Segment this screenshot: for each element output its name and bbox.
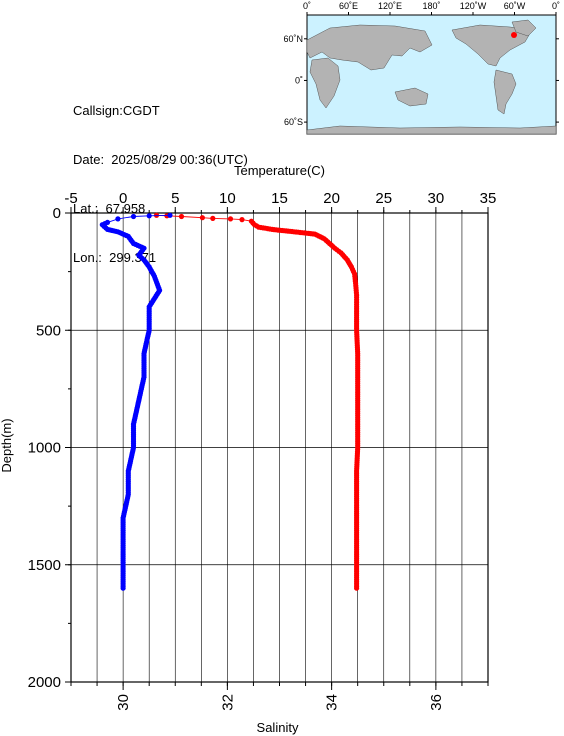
temperature-tick-label: 35 xyxy=(480,190,497,207)
depth-tick-label: 1000 xyxy=(28,440,61,457)
temperature-profile-point xyxy=(227,216,234,222)
latitude-text: Lat.: 67.958 xyxy=(73,201,146,216)
temperature-profile-point xyxy=(354,585,360,591)
salinity-profile-point xyxy=(115,216,121,222)
map-land xyxy=(306,19,557,135)
map-ticks xyxy=(304,12,559,123)
salinity-axis-title: Salinity xyxy=(257,720,299,735)
depth-axis-title: Depth(m) xyxy=(0,418,14,472)
temperature-tick-label: 25 xyxy=(375,190,392,207)
temperature-profile-point xyxy=(210,215,216,221)
temperature-tick-label: 15 xyxy=(271,190,288,207)
temperature-profile-point xyxy=(199,215,205,221)
map-lon-label: 0˚ xyxy=(552,1,560,11)
map-lat-label: 60˚N xyxy=(283,34,303,44)
temperature-tick-label: 5 xyxy=(171,190,179,207)
map-lat-label: 60˚S xyxy=(284,117,303,127)
temperature-tick-label: 10 xyxy=(219,190,236,207)
world-map: 0˚ 60˚E 120˚E 180˚ 120˚W 60˚W 0˚ 60˚N 0˚ 60˚S xyxy=(283,1,560,135)
map-lon-label: 120˚E xyxy=(378,1,402,11)
salinity-tick-label: 30 xyxy=(115,694,132,711)
salinity-tick-label: 36 xyxy=(428,694,445,711)
map-lon-label: 0˚ xyxy=(303,1,311,11)
salinity-tick-label: 34 xyxy=(324,694,341,711)
depth-tick-label: 500 xyxy=(36,322,61,339)
station-marker xyxy=(511,32,517,38)
salinity-profile-point xyxy=(167,212,173,218)
temperature-profile-point xyxy=(178,213,185,220)
date-text: Date: 2025/08/29 00:36(UTC) xyxy=(73,152,248,167)
depth-tick-label: 2000 xyxy=(28,674,61,691)
map-lon-label: 180˚ xyxy=(422,1,440,11)
temperature-profile-line xyxy=(156,214,359,589)
salinity-profile-point xyxy=(146,213,152,219)
temperature-tick-label: 30 xyxy=(428,190,445,207)
map-lon-label: 60˚E xyxy=(339,1,358,11)
salinity-tick-label: 32 xyxy=(219,694,236,711)
salinity-profile-point xyxy=(130,213,137,220)
map-lon-label: 120˚W xyxy=(460,1,487,11)
temperature-profile-point xyxy=(239,217,245,223)
map-latitude-labels: 60˚N 0˚ 60˚S xyxy=(283,34,303,127)
depth-tick-label: 1500 xyxy=(28,557,61,574)
map-longitude-labels: 0˚ 60˚E 120˚E 180˚ 120˚W 60˚W 0˚ xyxy=(303,1,560,11)
temperature-axis-title: Temperature(C) xyxy=(234,163,325,178)
temperature-tick-label: -5 xyxy=(64,190,77,207)
temperature-tick-label: 0 xyxy=(119,190,127,207)
temperature-tick-label: 20 xyxy=(323,190,340,207)
callsign-text: Callsign:CGDT xyxy=(73,103,160,118)
station-info: Callsign:CGDT Date: 2025/08/29 00:36(UTC… xyxy=(73,73,248,284)
data-series xyxy=(99,212,361,591)
salinity-profile-point xyxy=(120,585,126,591)
map-lat-label: 0˚ xyxy=(295,75,303,85)
map-lon-label: 60˚W xyxy=(504,1,526,11)
depth-tick-label: 0 xyxy=(53,205,61,222)
